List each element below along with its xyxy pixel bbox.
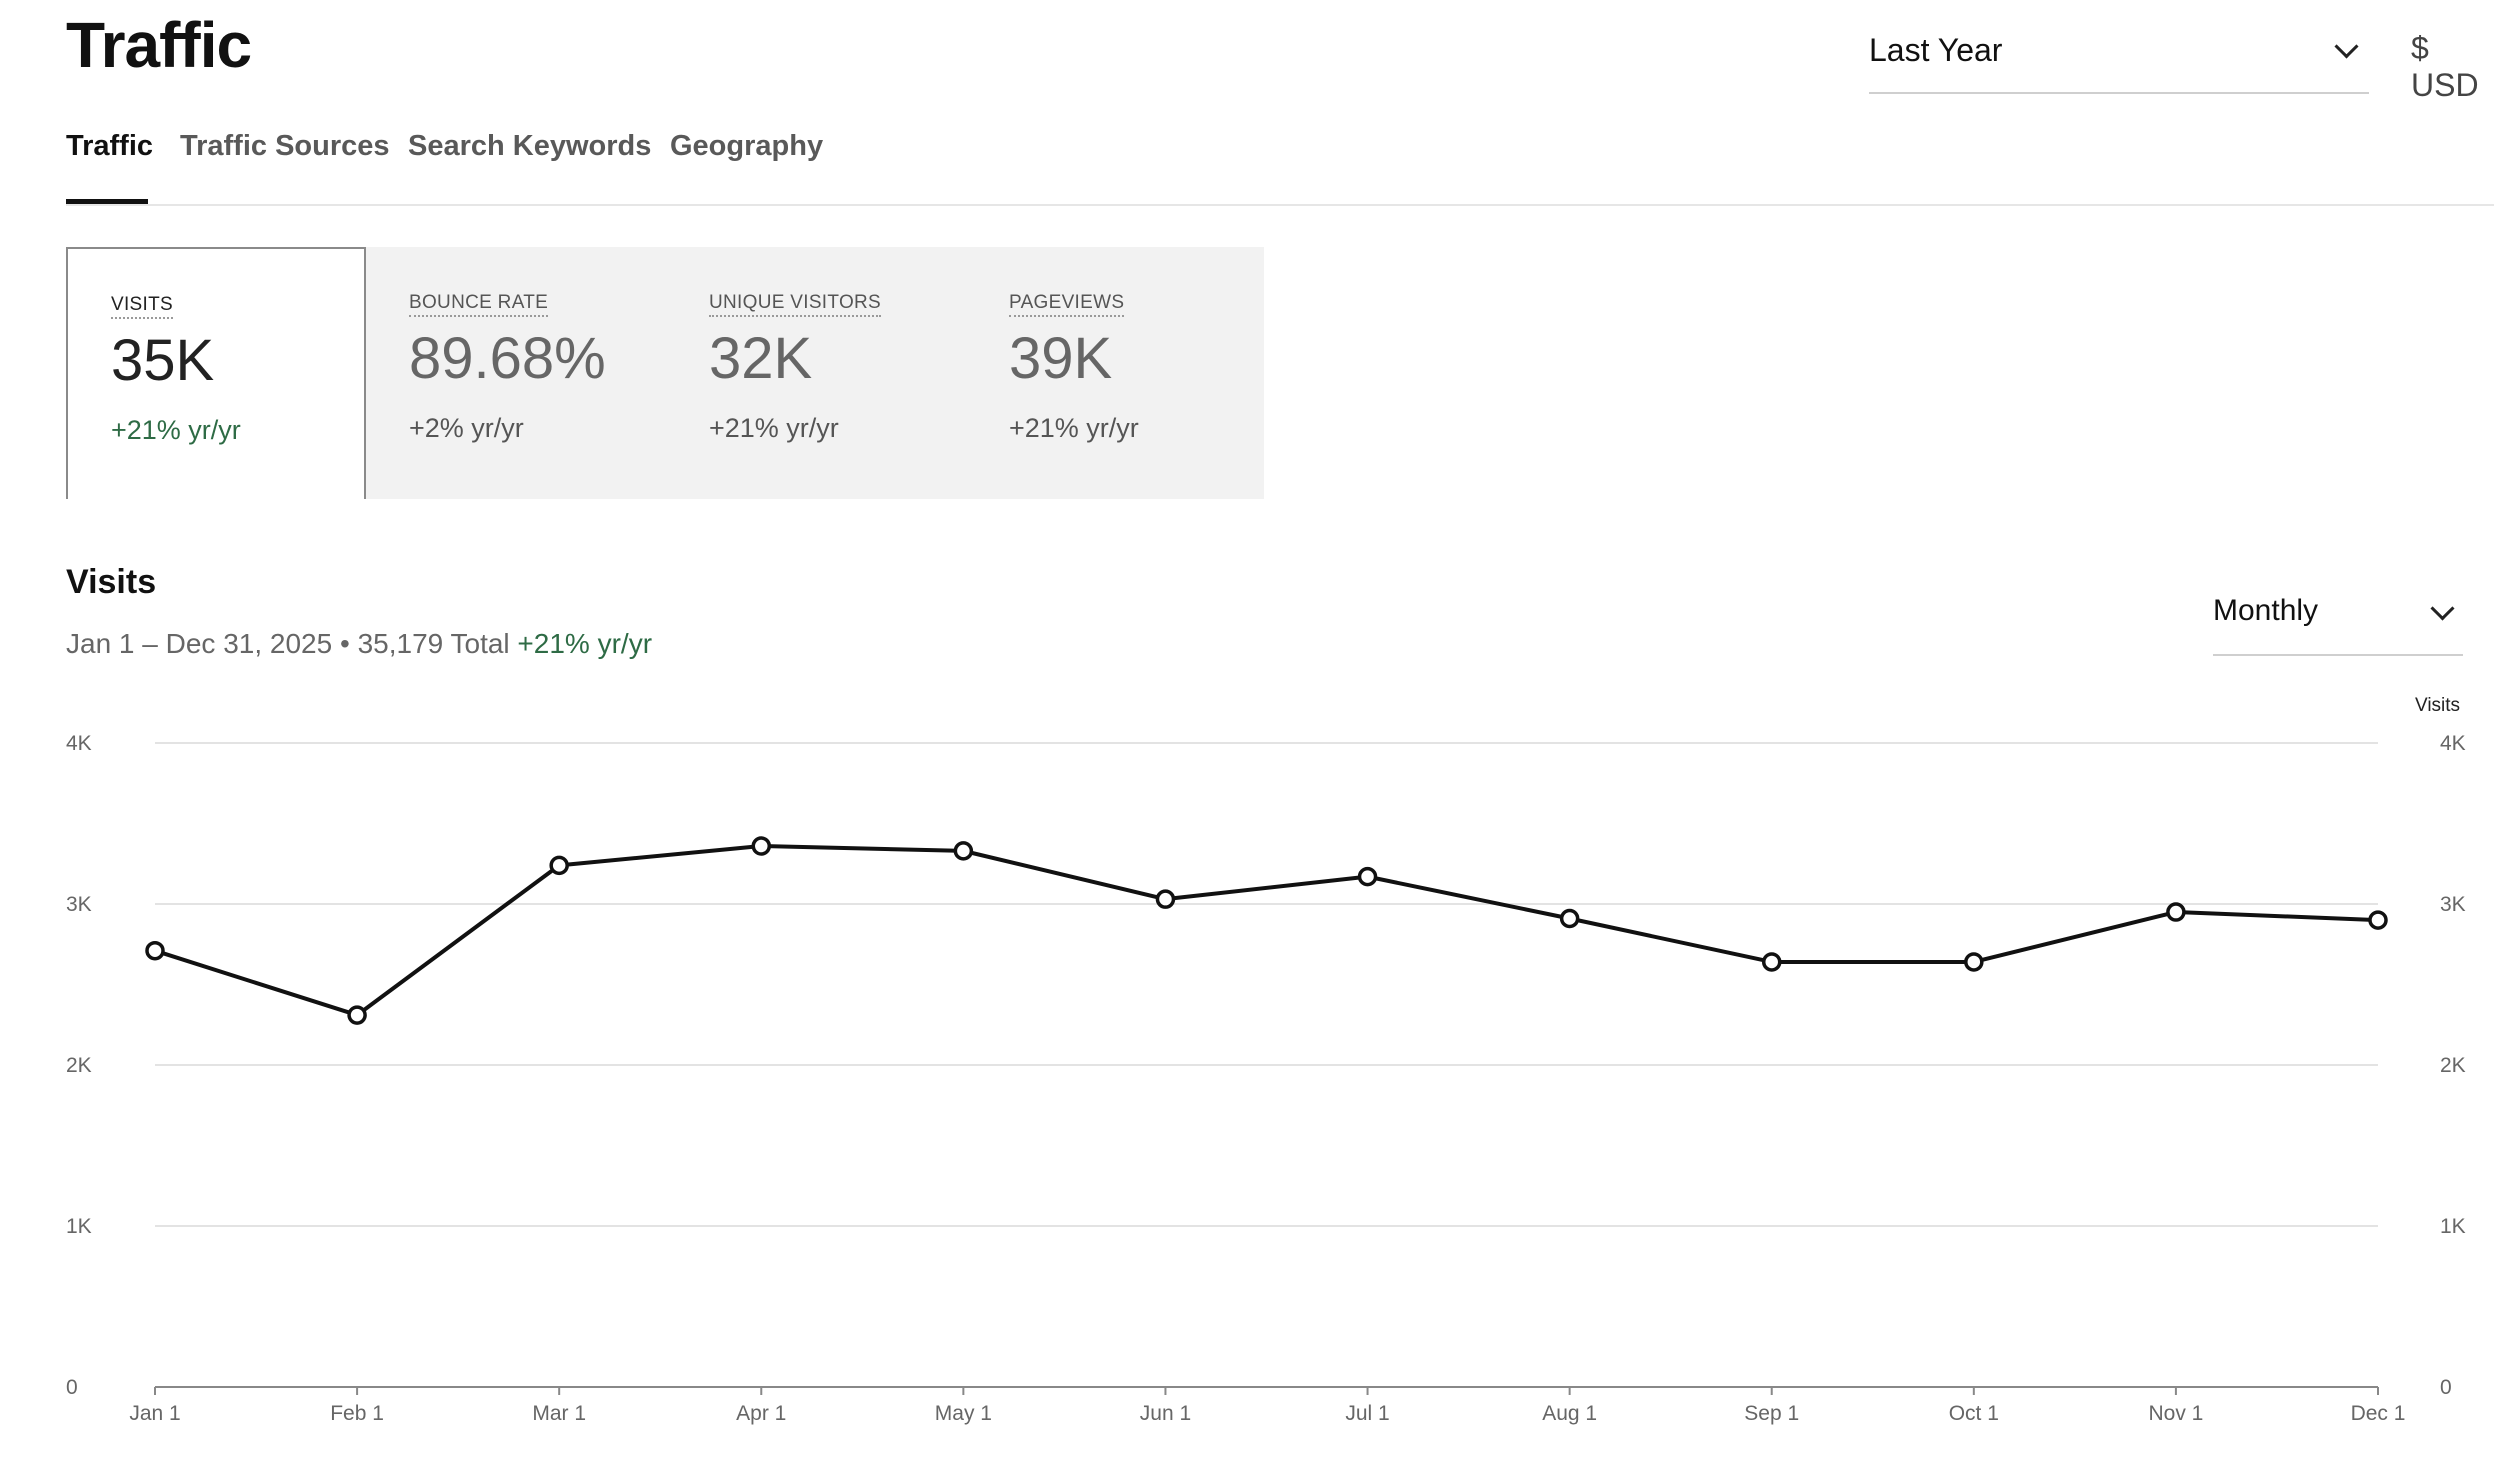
x-tick-label: Feb 1 <box>330 1402 384 1425</box>
data-point <box>1357 866 1378 887</box>
metric-card-unique-visitors[interactable]: UNIQUE VISITORS 32K +21% yr/yr <box>666 247 966 499</box>
x-tick-label: Jul 1 <box>1345 1402 1389 1425</box>
tab-search-keywords[interactable]: Search Keywords <box>408 130 652 162</box>
x-tick-label: Aug 1 <box>1542 1402 1597 1425</box>
metric-label: BOUNCE RATE <box>409 292 549 317</box>
granularity-value: Monthly <box>2213 594 2319 627</box>
metric-label: VISITS <box>111 294 173 319</box>
y-tick-label-right: 1K <box>2440 1215 2466 1238</box>
y-tick-label-left: 4K <box>66 732 92 755</box>
y-tick-label-right: 0 <box>2440 1376 2452 1399</box>
y-tick-label-left: 1K <box>66 1215 92 1238</box>
metric-label: UNIQUE VISITORS <box>709 292 882 317</box>
data-point <box>347 1005 367 1025</box>
x-tick-label: Apr 1 <box>736 1402 786 1425</box>
x-tick-label: Oct 1 <box>1949 1402 1999 1425</box>
metric-change: +21% yr/yr <box>709 413 839 443</box>
y-tick-label-right: 3K <box>2440 893 2466 916</box>
tab-bar: Traffic Traffic Sources Search Keywords … <box>66 0 2494 206</box>
date-range-value: Last Year <box>1869 32 2003 68</box>
tab-geography[interactable]: Geography <box>670 130 824 162</box>
y-tick-label-left: 3K <box>66 893 92 916</box>
x-tick-label: Dec 1 <box>2351 1402 2406 1425</box>
data-point <box>2166 902 2186 922</box>
metric-value: 89.68% <box>409 326 606 391</box>
tab-traffic[interactable]: Traffic <box>66 130 154 162</box>
metric-card-pageviews[interactable]: PAGEVIEWS 39K +21% yr/yr <box>966 247 1266 499</box>
data-point <box>953 841 974 861</box>
y-tick-label-right: 2K <box>2440 1054 2466 1077</box>
metric-value: 39K <box>1009 326 1113 391</box>
currency-selector[interactable]: $ USD <box>2411 30 2479 103</box>
chart-summary: Jan 1 – Dec 31, 2025 • 35,179 Total +21%… <box>66 628 652 660</box>
y-tick-label-left: 0 <box>66 1376 78 1399</box>
y-tick-label-right: 4K <box>2440 732 2466 755</box>
chart-title: Visits <box>66 563 157 601</box>
x-tick-label: Sep 1 <box>1744 1402 1799 1425</box>
active-tab-indicator <box>66 199 148 204</box>
data-point <box>2368 910 2388 930</box>
metric-label: PAGEVIEWS <box>1009 292 1125 317</box>
date-range-select[interactable]: Last Year <box>1869 20 2369 94</box>
data-point <box>549 855 569 876</box>
data-point <box>1761 952 1782 972</box>
x-tick-label: Nov 1 <box>2148 1402 2203 1425</box>
page-title: Traffic <box>66 9 252 81</box>
chart-total: 35,179 Total <box>357 628 510 659</box>
x-tick-label: Mar 1 <box>532 1402 586 1425</box>
right-axis-label: Visits <box>2415 695 2460 716</box>
metric-value: 35K <box>111 328 215 393</box>
data-point <box>1559 908 1580 929</box>
data-point <box>751 836 772 856</box>
chart-date-range: Jan 1 – Dec 31, 2025 <box>66 628 333 659</box>
series-line-visits <box>154 844 2379 1018</box>
y-tick-label-left: 2K <box>66 1054 92 1077</box>
metric-change: +2% yr/yr <box>409 413 524 443</box>
metric-cards: VISITS 35K +21% yr/yr BOUNCE RATE 89.68%… <box>66 247 1264 499</box>
data-point <box>145 940 165 961</box>
x-tick-label: May 1 <box>935 1402 992 1425</box>
x-tick-label: Jun 1 <box>1140 1402 1191 1425</box>
metric-value: 32K <box>709 326 813 391</box>
metric-card-bounce-rate[interactable]: BOUNCE RATE 89.68% +2% yr/yr <box>366 247 666 499</box>
metric-change: +21% yr/yr <box>1009 413 1139 443</box>
summary-separator: • <box>339 628 358 659</box>
tab-traffic-sources[interactable]: Traffic Sources <box>180 130 390 162</box>
granularity-select[interactable]: Monthly <box>2213 584 2463 656</box>
metric-card-visits[interactable]: VISITS 35K +21% yr/yr <box>66 247 366 499</box>
data-point <box>1964 952 1984 972</box>
chart-change: +21% yr/yr <box>517 628 653 659</box>
metric-change: +21% yr/yr <box>111 415 241 445</box>
data-point <box>1155 889 1176 909</box>
x-tick-label: Jan 1 <box>129 1402 180 1425</box>
